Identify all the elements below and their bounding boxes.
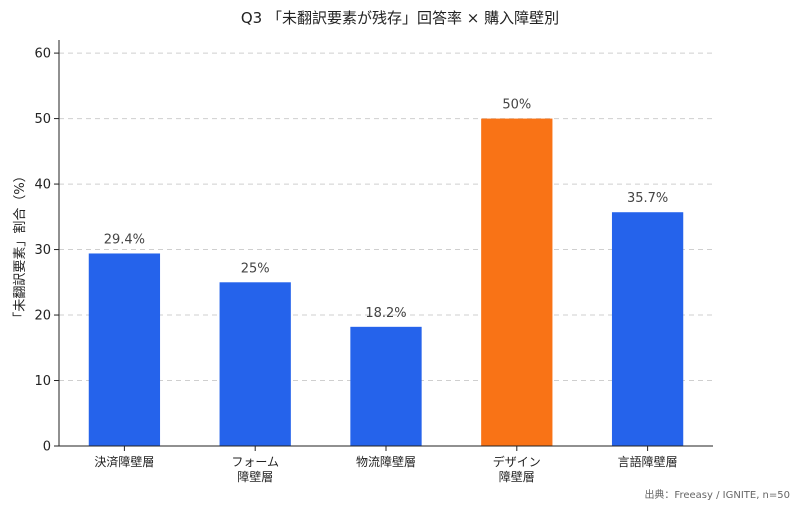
bar [481,118,553,447]
data-label: 29.4% [104,232,145,247]
bar [611,212,684,446]
y-axis: 0 10 20 30 40 50 60 [34,40,60,455]
y-tick-label: 50 [34,112,51,127]
data-label: 25% [241,261,270,276]
source-note: 出典：Freeasy / IGNITE, n=50 [644,488,790,501]
x-tick-label: 言語障壁層 [618,454,678,469]
y-tick-label: 40 [34,178,51,193]
grid-lines [59,52,713,382]
y-tick-label: 20 [34,309,51,324]
data-label: 35.7% [627,191,668,206]
x-tick-label: デザイン障壁層 [493,454,541,484]
y-tick-label: 10 [34,374,51,389]
bar [350,326,422,446]
x-tick-label: 決済障壁層 [94,454,154,469]
x-tick-label: 物流障壁層 [356,454,416,469]
bar [88,253,161,446]
x-tick-label: フォーム障壁層 [231,455,279,484]
y-tick-label: 0 [43,440,51,455]
data-label: 50% [502,98,531,113]
y-tick-label: 60 [34,47,51,62]
y-tick-label: 30 [34,243,51,258]
bars: 29.4% 25% 18.2% 50% 35.7% [88,98,684,447]
y-axis-label: 「未翻訳要素」割合（%） [12,169,28,324]
x-axis: 決済障壁層 フォーム障壁層 物流障壁層 デザイン障壁層 言語障壁層 [59,445,713,484]
data-label: 18.2% [365,306,406,321]
chart-title: Q3 「未翻訳要素が残存」回答率 × 購入障壁別 [241,9,559,27]
bar [219,282,291,446]
